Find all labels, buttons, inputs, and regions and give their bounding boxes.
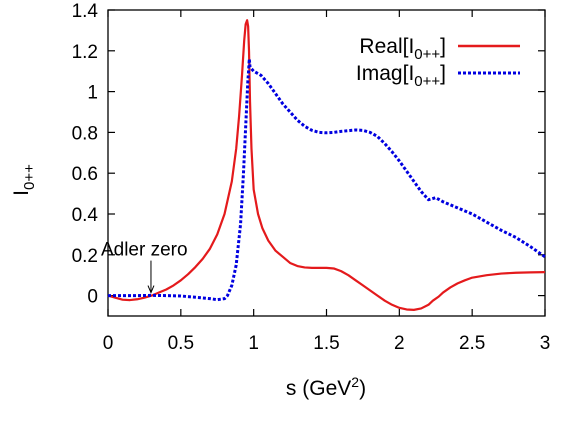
series-layer	[107, 19, 546, 311]
x-axis-label: s (GeV2)	[286, 374, 366, 400]
x-tick-label: 0.5	[168, 333, 194, 354]
legend-label-imag: Imag[I0++]	[356, 62, 446, 90]
x-tick-label: 3	[540, 333, 551, 354]
y-tick-label: 1.4	[72, 1, 99, 22]
x-axis-ticks: 0 0.5 1 1.5 2 2.5 3	[103, 10, 551, 354]
series-line-imag	[108, 57, 546, 302]
annotation-layer: Adler zero	[101, 240, 188, 294]
y-axis-label-group: I0++	[10, 164, 38, 196]
x-tick-label: 0	[103, 333, 114, 354]
y-tick-label: 0.4	[72, 205, 99, 226]
legend-label-real: Real[I0++]	[359, 35, 446, 63]
y-tick-label: 1.2	[72, 42, 98, 63]
y-tick-label: 0.2	[72, 246, 98, 267]
x-tick-label: 2.5	[459, 333, 485, 354]
x-tick-label: 1	[248, 333, 259, 354]
y-tick-label: 0	[87, 287, 98, 308]
y-axis-label: I0++	[10, 164, 38, 196]
annotation-text: Adler zero	[101, 240, 188, 261]
legend: Real[I0++] Imag[I0++]	[356, 35, 520, 90]
y-tick-label: 1	[87, 83, 98, 104]
x-tick-label: 2	[394, 333, 405, 354]
annotation-arrow-head	[147, 285, 155, 294]
y-tick-label: 0.6	[72, 164, 98, 185]
y-tick-label: 0.8	[72, 123, 98, 144]
plot-frame	[107, 9, 546, 317]
x-tick-label: 1.5	[313, 333, 339, 354]
series-line-real	[107, 19, 546, 311]
y-axis-ticks: 0 0.2 0.4 0.6 0.8 1 1.2 1.4	[72, 1, 545, 308]
